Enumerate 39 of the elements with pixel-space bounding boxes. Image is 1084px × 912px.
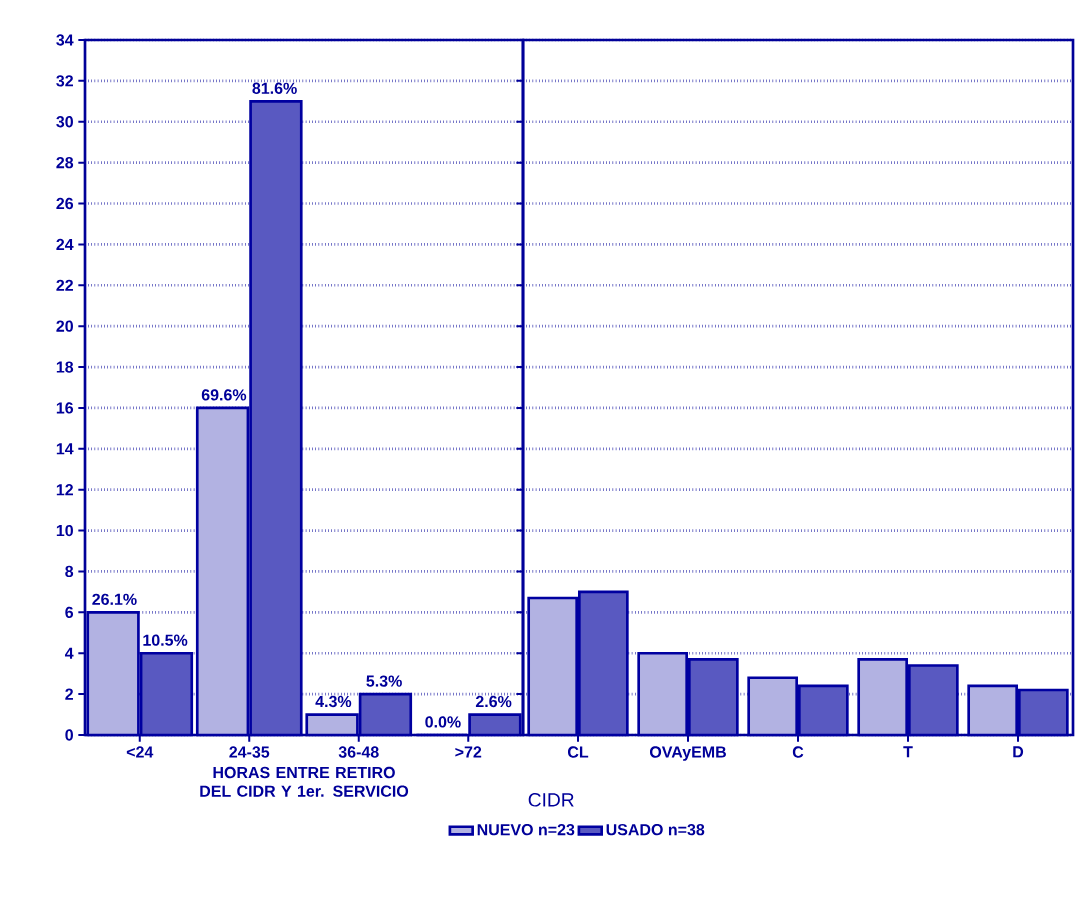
y-tick-label: 18 [56, 361, 74, 373]
x-tick-label: CL [567, 746, 589, 758]
y-tick-label: 16 [56, 402, 74, 414]
x-tick-label: OVAyEMB [649, 746, 726, 761]
annotation: 26.1% [92, 593, 137, 605]
y-tick-label: 20 [56, 320, 73, 332]
x-tick-label: T [903, 746, 913, 758]
x-tick-label: 24-35 [229, 746, 270, 758]
y-tick-label: 24 [56, 238, 74, 250]
annotation: 10.5% [143, 634, 188, 646]
annotation: 5.3% [366, 675, 402, 687]
y-tick-label: 34 [56, 34, 74, 46]
annotation: 4.3% [315, 695, 352, 708]
y-tick-label: 26 [56, 197, 74, 210]
x-tick-label: >72 [455, 746, 482, 758]
y-tick-label: 28 [56, 156, 74, 169]
y-tick-label: 12 [56, 484, 73, 496]
y-tick-label: 8 [65, 565, 74, 578]
y-tick-label: 32 [56, 75, 73, 87]
x-axis-title: CIDR [528, 793, 574, 807]
y-tick-label: 14 [56, 443, 74, 455]
y-tick-label: 0 [65, 729, 73, 741]
y-tick-label: 6 [65, 606, 74, 618]
y-tick-label: 10 [56, 524, 73, 537]
annotation: 69.6% [201, 389, 247, 401]
x-tick-label: C [792, 746, 804, 758]
y-tick-label: 22 [56, 279, 73, 291]
x-tick-label: D [1013, 746, 1024, 758]
annotation: 0.0% [425, 716, 461, 728]
annotation: 2.6% [475, 695, 512, 708]
x-axis-title: HORAS ENTRE RETIRO DEL CIDR Y 1er. SERVICIO [200, 766, 409, 797]
x-tick-label: 36-48 [338, 746, 379, 758]
annotation: 81.6% [252, 82, 297, 94]
y-tick-label: 30 [56, 116, 73, 128]
y-tick-label: 4 [64, 647, 74, 659]
x-tick-label: <24 [126, 746, 154, 758]
legend-label: NUEVO n=23 [477, 823, 575, 836]
y-tick-label: 2 [65, 688, 73, 700]
legend-label: USADO n=38 [606, 823, 705, 836]
